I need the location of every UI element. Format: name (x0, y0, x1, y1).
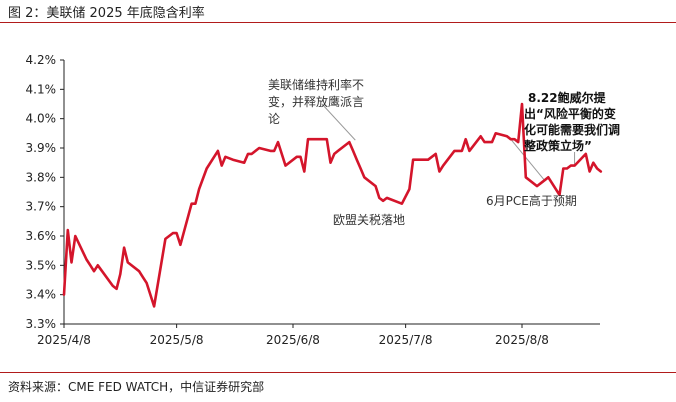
annotation-powell: 8.22鲍威尔提出“风险平衡的变化可能需要我们调整政策立场” (523, 90, 620, 153)
x-tick-label: 2025/4/8 (37, 333, 91, 347)
series-line (62, 102, 603, 308)
y-tick-label: 4.0% (26, 112, 57, 126)
y-tick-label: 4.2% (26, 53, 57, 67)
y-tick-label: 3.7% (26, 200, 57, 214)
y-tick-label: 3.8% (26, 170, 57, 184)
y-tick-label: 3.5% (26, 258, 57, 272)
y-tick-label: 3.4% (26, 288, 57, 302)
fed-hold-leader-line (321, 103, 356, 141)
annotation-eu-tariff: 欧盟关税落地 (333, 213, 405, 227)
y-tick-label: 3.9% (26, 141, 57, 155)
top-rule (0, 22, 676, 23)
x-tick-label: 2025/7/8 (379, 333, 433, 347)
source-note: 资料来源：CME FED WATCH，中信证券研究部 (8, 380, 265, 394)
figure-title: 图 2：美联储 2025 年底隐含利率 (8, 6, 205, 21)
x-tick-label: 2025/8/8 (495, 333, 549, 347)
annotation-fed-hold: 美联储维持利率不变，并释放鹰派言论 (268, 77, 364, 126)
bottom-rule (0, 372, 676, 373)
y-tick-label: 3.3% (26, 317, 57, 331)
x-tick-label: 2025/5/8 (150, 333, 204, 347)
y-tick-label: 4.1% (26, 82, 57, 96)
pce-leader-line (510, 138, 545, 181)
x-tick-label: 2025/6/8 (266, 333, 320, 347)
annotation-pce: 6月PCE高于预期 (486, 193, 577, 208)
y-tick-label: 3.6% (26, 229, 57, 243)
